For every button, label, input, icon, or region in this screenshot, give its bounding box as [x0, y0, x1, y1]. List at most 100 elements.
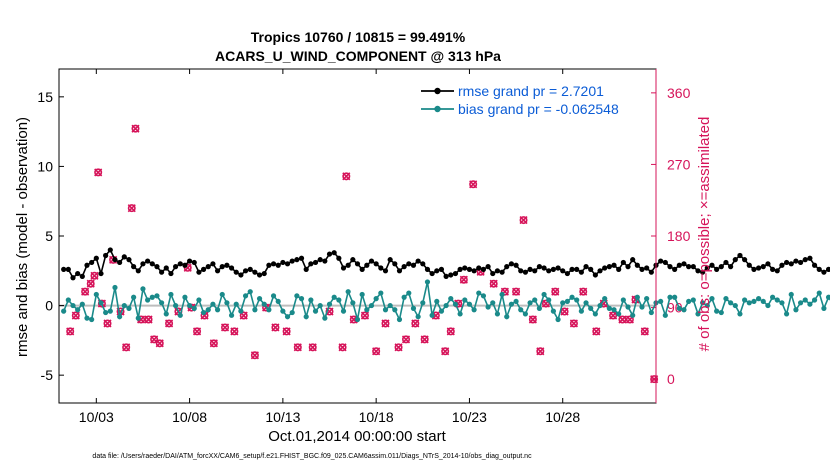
rmse-point — [210, 261, 216, 267]
rmse-point — [238, 272, 244, 278]
bias-point — [303, 314, 309, 320]
bias-point — [494, 311, 501, 317]
bias-point — [238, 308, 244, 314]
obs-possible-point — [411, 319, 420, 328]
obs-possible-point — [618, 315, 627, 324]
obs-assimilated-point — [512, 287, 521, 296]
rmse-point — [499, 269, 505, 275]
obs-possible-point — [569, 319, 578, 328]
bias-point — [723, 296, 729, 302]
rmse-point — [79, 273, 85, 279]
rmse-point — [751, 266, 757, 272]
obs-possible-point — [155, 339, 164, 348]
obs-assimilated-point — [271, 323, 280, 332]
bias-point — [266, 307, 272, 313]
bias-point — [676, 305, 682, 311]
bias-point — [275, 298, 281, 305]
rmse-point — [415, 258, 421, 264]
rmse-point — [173, 264, 179, 270]
obs-assimilated-point — [94, 168, 103, 177]
obs-possible-point — [592, 327, 601, 336]
rmse-point — [709, 262, 715, 268]
bias-point — [163, 311, 169, 317]
bias-point — [322, 315, 328, 321]
rmse-point — [667, 264, 673, 270]
rmse-point — [396, 268, 403, 274]
obs-assimilated-point — [209, 339, 218, 348]
bias-point — [588, 305, 594, 311]
rmse-point — [648, 269, 654, 275]
bias-point — [135, 315, 141, 321]
bias-point — [173, 302, 179, 309]
obs-possible-point — [209, 339, 218, 348]
bias-point — [149, 294, 155, 300]
bias-point — [471, 307, 477, 313]
y-right-tick-label: 0 — [667, 371, 675, 387]
bias-point — [751, 298, 757, 305]
rmse-point — [242, 268, 249, 274]
y-axis-right-label: # of obs: o=possible; ×=assimilated — [696, 117, 713, 352]
bias-point — [499, 291, 505, 298]
bias-point — [527, 300, 533, 306]
bias-point — [760, 298, 766, 305]
bias-point — [224, 300, 230, 306]
x-tick-label: 10/28 — [545, 409, 580, 425]
rmse-point — [317, 257, 323, 263]
bias-point — [504, 314, 510, 320]
rmse-point — [359, 266, 365, 272]
bias-point — [672, 294, 678, 300]
bias-point — [779, 300, 785, 306]
rmse-point — [681, 261, 687, 267]
rmse-point — [326, 251, 333, 257]
rmse-point — [70, 275, 76, 281]
bias-point — [513, 298, 519, 305]
obs-possible-point — [282, 327, 291, 336]
bias-point — [317, 302, 323, 309]
bias-point — [168, 291, 174, 298]
rmse-point — [438, 266, 445, 272]
bias-point — [630, 312, 636, 318]
rmse-point — [159, 269, 165, 275]
rmse-point — [284, 261, 291, 267]
bias-point — [294, 293, 300, 299]
bias-point — [65, 297, 71, 303]
obs-assimilated-point — [394, 343, 403, 352]
chart-title-line-1: Tropics 10760 / 10815 = 99.491% — [251, 29, 466, 45]
bias-point — [466, 301, 473, 307]
rmse-point — [797, 259, 804, 266]
obs-possible-point — [441, 347, 450, 356]
bias-point — [732, 302, 738, 309]
bias-point — [228, 312, 235, 318]
bias-point — [448, 296, 454, 302]
obs-possible-point — [94, 168, 103, 177]
y-right-tick-label: 360 — [667, 85, 691, 101]
obs-possible-point — [338, 343, 347, 352]
bias-point — [560, 300, 566, 306]
bias-point — [821, 305, 827, 311]
rmse-point — [93, 255, 99, 261]
rmse-point — [252, 269, 258, 275]
rmse-point — [756, 265, 762, 271]
bias-point — [270, 293, 277, 299]
legend-rmse-label: rmse grand pr = 2.7201 — [458, 83, 604, 99]
rmse-point — [639, 266, 645, 272]
obs-assimilated-point — [420, 335, 429, 344]
obs-possible-point — [81, 287, 90, 296]
rmse-point — [200, 266, 207, 272]
bias-point — [742, 297, 748, 303]
rmse-point — [186, 258, 193, 264]
bias-point — [714, 308, 720, 314]
obs-possible-point — [230, 327, 239, 336]
bias-point — [756, 296, 762, 302]
rmse-point — [368, 258, 375, 264]
rmse-point — [802, 257, 808, 263]
rmse-point — [145, 258, 151, 264]
rmse-point — [121, 254, 127, 260]
bias-point — [434, 298, 440, 305]
rmse-point — [443, 273, 449, 279]
bias-point — [606, 305, 612, 311]
bias-point — [620, 297, 626, 303]
rmse-point — [420, 261, 426, 267]
y-right-tick-label: 180 — [667, 228, 691, 244]
